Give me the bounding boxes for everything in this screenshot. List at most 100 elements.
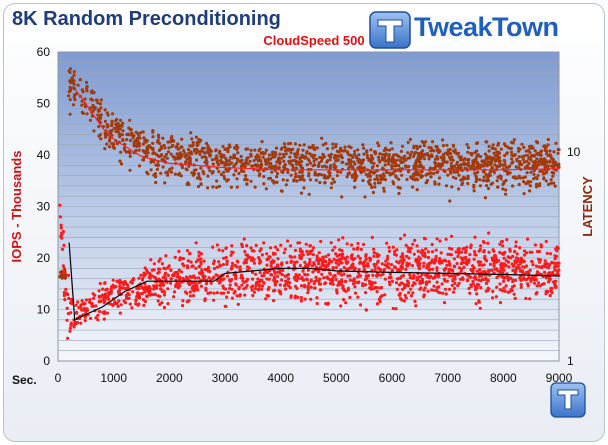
iops-point (403, 286, 407, 290)
iops-point (141, 298, 146, 302)
iops-point (405, 261, 409, 265)
latency-point (299, 191, 304, 195)
latency-point (462, 163, 466, 167)
iops-point (403, 293, 407, 297)
iops-point (444, 292, 448, 296)
latency-point (180, 137, 184, 141)
iops-point (124, 293, 128, 297)
iops-point (123, 279, 127, 284)
latency-point (383, 178, 387, 182)
iops-point (98, 281, 102, 286)
iops-point (250, 270, 255, 275)
latency-point (211, 162, 215, 166)
latency-point (262, 175, 266, 179)
iops-point (77, 306, 81, 310)
latency-point (256, 169, 260, 173)
latency-point (285, 178, 289, 182)
latency-point (503, 162, 507, 167)
latency-point (331, 142, 335, 146)
iops-point (447, 270, 451, 274)
iops-point (540, 282, 545, 286)
iops-point (333, 274, 337, 278)
iops-point (79, 321, 83, 325)
latency-point (433, 157, 438, 161)
latency-point (556, 151, 560, 155)
iops-point (116, 304, 120, 308)
iops-point (372, 287, 376, 291)
iops-point (157, 270, 161, 274)
latency-point (263, 159, 267, 163)
latency-point (508, 171, 512, 175)
latency-point (400, 156, 404, 160)
latency-point (272, 181, 276, 185)
latency-point (275, 180, 279, 184)
latency-point (344, 162, 349, 166)
latency-point (321, 152, 325, 156)
latency-point (196, 150, 200, 154)
latency-point (152, 160, 156, 164)
iops-point (286, 239, 290, 243)
iops-point (502, 279, 506, 283)
iops-point (393, 249, 397, 254)
latency-point (429, 175, 433, 179)
iops-point (322, 276, 326, 280)
latency-point (68, 98, 72, 102)
iops-point (58, 215, 63, 219)
iops-point (501, 275, 505, 279)
iops-point (80, 299, 84, 303)
latency-point (216, 162, 220, 167)
latency-point (286, 170, 290, 174)
latency-point (405, 177, 409, 182)
iops-point (553, 257, 557, 261)
iops-point (273, 245, 278, 249)
iops-point (410, 264, 414, 268)
x-tick-label: 4000 (267, 371, 294, 385)
iops-point (508, 249, 512, 253)
latency-point (472, 164, 476, 168)
iops-point (186, 281, 191, 285)
iops-point (59, 234, 63, 238)
latency-point (282, 159, 286, 163)
latency-point (99, 137, 103, 141)
iops-point (423, 237, 427, 241)
latency-point (361, 143, 365, 147)
latency-point (318, 180, 322, 185)
latency-point (459, 166, 463, 170)
latency-point (388, 157, 392, 161)
iops-point (486, 241, 490, 245)
iops-point (397, 293, 401, 297)
latency-point (400, 173, 404, 177)
iops-point (538, 260, 542, 264)
iops-point (443, 287, 448, 291)
latency-point (155, 140, 159, 144)
iops-point (383, 263, 387, 267)
iops-point (72, 323, 76, 327)
iops-point (148, 276, 152, 280)
latency-point (259, 163, 264, 168)
iops-point (197, 250, 201, 254)
latency-point (369, 183, 373, 187)
iops-point (332, 257, 336, 261)
iops-point (155, 286, 159, 290)
latency-point (68, 112, 72, 116)
iops-point (166, 302, 170, 306)
iops-point (204, 282, 208, 286)
iops-point (309, 278, 313, 282)
latency-point (442, 152, 446, 157)
latency-point (553, 160, 558, 164)
iops-point (103, 281, 107, 285)
latency-point (211, 170, 215, 174)
iops-point (272, 299, 276, 303)
latency-point (118, 135, 122, 139)
iops-point (443, 279, 447, 283)
iops-point (75, 321, 80, 325)
latency-point (259, 159, 263, 163)
iops-point (356, 254, 360, 258)
iops-point (493, 258, 497, 262)
iops-point (413, 238, 417, 242)
latency-point (244, 174, 248, 178)
iops-point (270, 261, 274, 265)
iops-point (109, 289, 113, 293)
latency-point (293, 155, 298, 159)
latency-point (493, 147, 497, 151)
